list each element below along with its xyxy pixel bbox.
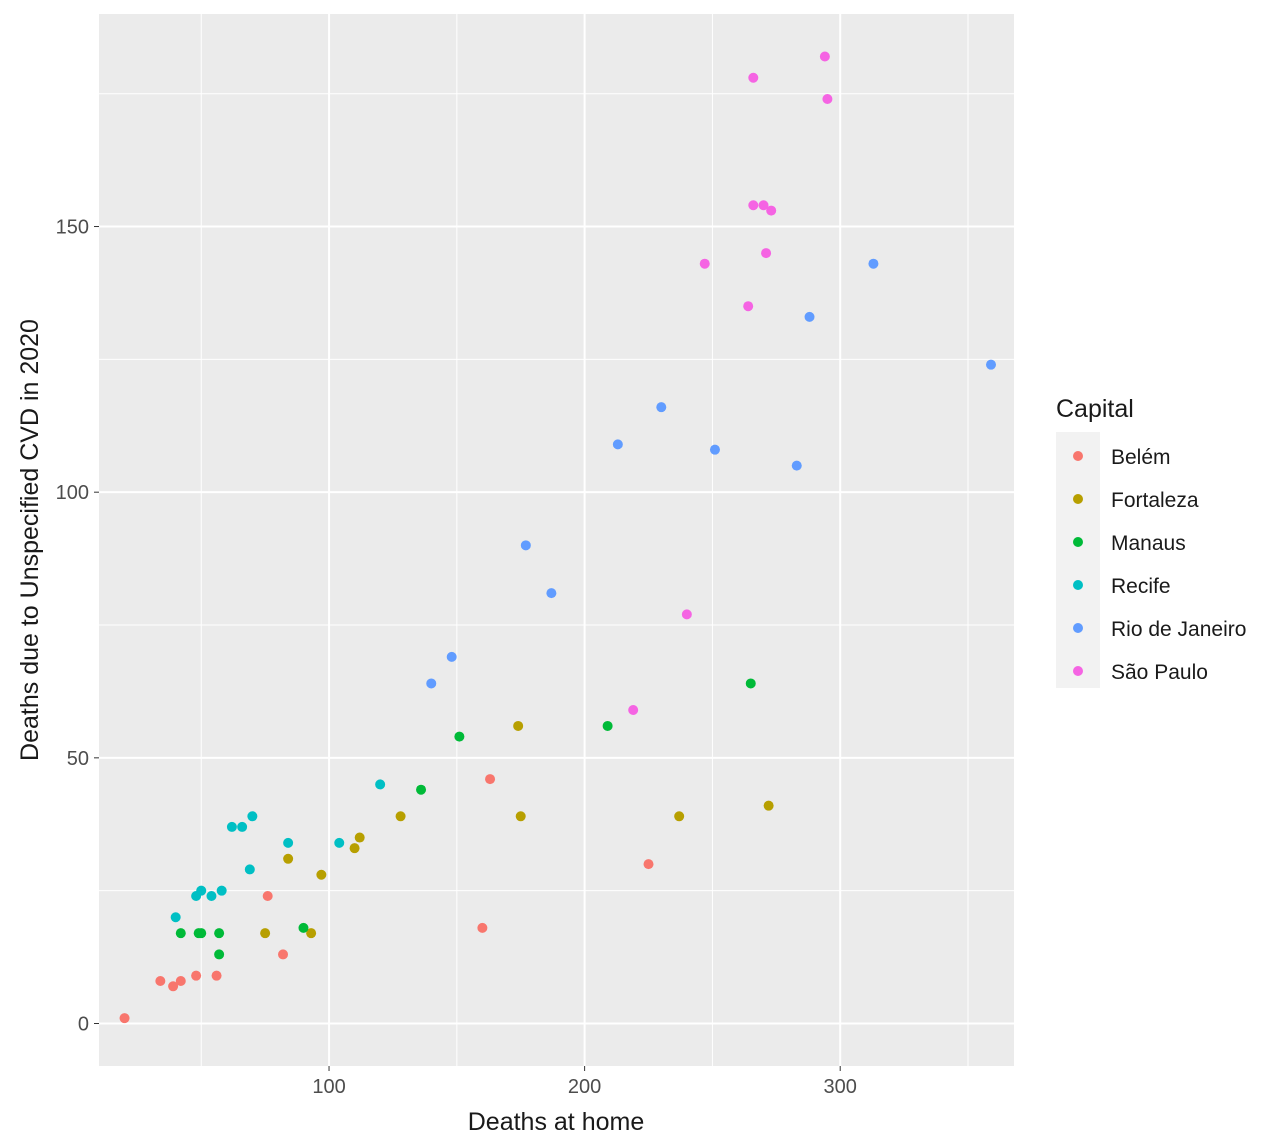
- data-point: [761, 248, 772, 259]
- legend-title: Capital: [1056, 395, 1134, 423]
- data-point: [226, 821, 237, 832]
- data-point: [416, 784, 427, 795]
- legend-label: Recife: [1111, 575, 1171, 598]
- legend: Capital Belém Fortaleza Manaus Recife Rio de…: [1056, 395, 1246, 688]
- data-point: [446, 651, 457, 662]
- data-point: [868, 258, 879, 269]
- data-point: [278, 949, 289, 960]
- y-tick-label: 0: [78, 1013, 89, 1035]
- data-point: [283, 837, 294, 848]
- data-point: [454, 731, 465, 742]
- data-point: [298, 922, 309, 933]
- legend-key: [1073, 451, 1083, 461]
- data-point: [748, 200, 759, 211]
- data-point: [214, 949, 225, 960]
- data-point: [247, 811, 258, 822]
- data-point: [763, 800, 774, 811]
- data-point: [214, 928, 225, 939]
- data-point: [191, 970, 202, 981]
- data-point: [681, 609, 692, 620]
- data-point: [819, 51, 830, 62]
- legend-label: Belém: [1111, 446, 1171, 469]
- data-point: [375, 779, 386, 790]
- data-point: [119, 1013, 130, 1024]
- data-point: [485, 774, 496, 785]
- legend-key: [1073, 623, 1083, 633]
- data-point: [206, 890, 217, 901]
- data-point: [758, 200, 769, 211]
- data-point: [168, 981, 179, 992]
- y-tick-label: 150: [56, 217, 89, 239]
- legend-label: Manaus: [1111, 532, 1186, 555]
- minor-gridlines: [99, 14, 1014, 1066]
- data-point: [513, 720, 524, 731]
- data-point: [354, 832, 365, 843]
- legend-items: Belém Fortaleza Manaus Recife Rio de Janeiro…: [1073, 446, 1246, 684]
- data-point: [306, 928, 317, 939]
- legend-label: Rio de Janeiro: [1111, 618, 1246, 641]
- data-points: [119, 51, 996, 1024]
- data-point: [349, 843, 360, 854]
- data-point: [237, 821, 248, 832]
- data-point: [216, 885, 227, 896]
- data-point: [262, 890, 273, 901]
- plot-panel: [99, 14, 1014, 1066]
- data-point: [743, 301, 754, 312]
- data-point: [643, 859, 654, 870]
- x-tick-label: 200: [568, 1076, 601, 1098]
- x-tick-label: 100: [312, 1076, 345, 1098]
- legend-label: São Paulo: [1111, 661, 1208, 684]
- y-tick-label: 50: [67, 748, 89, 770]
- y-axis-ticks: 0 50 100 150: [56, 217, 99, 1035]
- data-point: [791, 460, 802, 471]
- data-point: [766, 205, 777, 216]
- data-point: [985, 359, 996, 370]
- data-point: [170, 912, 181, 923]
- x-axis-title: Deaths at home: [468, 1108, 645, 1133]
- legend-key: [1073, 666, 1083, 676]
- data-point: [546, 588, 557, 599]
- data-point: [175, 928, 186, 939]
- data-point: [520, 540, 531, 551]
- data-point: [260, 928, 271, 939]
- data-point: [211, 970, 222, 981]
- data-point: [196, 885, 207, 896]
- data-point: [822, 94, 833, 105]
- data-point: [155, 975, 166, 986]
- x-axis-ticks: 100 200 300: [312, 1066, 857, 1098]
- data-point: [244, 864, 255, 875]
- data-point: [699, 258, 710, 269]
- data-point: [316, 869, 327, 880]
- legend-key: [1073, 537, 1083, 547]
- data-point: [175, 975, 186, 986]
- data-point: [628, 705, 639, 716]
- data-point: [748, 72, 759, 83]
- legend-label: Fortaleza: [1111, 489, 1199, 512]
- data-point: [709, 444, 720, 455]
- legend-key: [1073, 580, 1083, 590]
- data-point: [196, 928, 207, 939]
- data-point: [804, 311, 815, 322]
- y-axis-title: Deaths due to Unspecified CVD in 2020: [16, 319, 44, 761]
- legend-key-background: [1056, 432, 1100, 688]
- x-tick-label: 300: [824, 1076, 857, 1098]
- data-point: [334, 837, 345, 848]
- data-point: [515, 811, 526, 822]
- y-tick-label: 100: [56, 482, 89, 504]
- data-point: [395, 811, 406, 822]
- data-point: [674, 811, 685, 822]
- data-point: [426, 678, 437, 689]
- data-point: [477, 922, 488, 933]
- legend-key: [1073, 494, 1083, 504]
- data-point: [745, 678, 756, 689]
- data-point: [283, 853, 294, 864]
- data-point: [612, 439, 623, 450]
- data-point: [602, 720, 613, 731]
- major-gridlines: [99, 14, 1014, 1066]
- data-point: [656, 402, 667, 413]
